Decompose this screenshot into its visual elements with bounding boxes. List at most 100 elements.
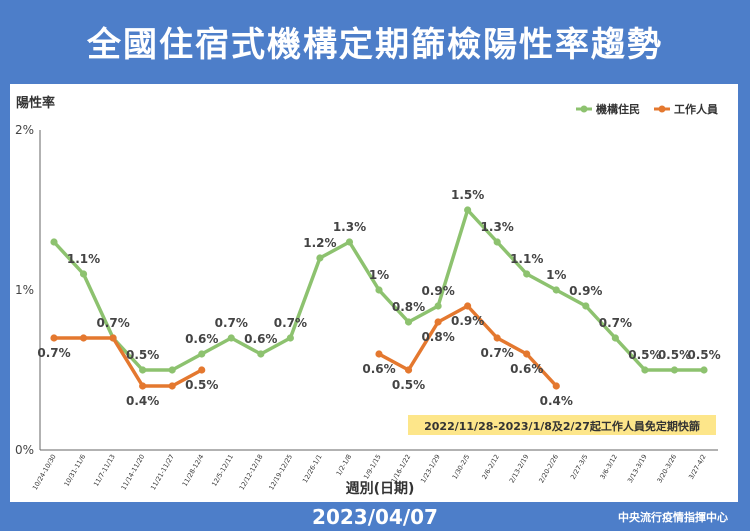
data-label: 0.7% (481, 346, 514, 360)
data-label: 0.7% (96, 316, 129, 330)
series-line (52, 336, 204, 388)
x-tick-label: 1/30-2/5 (451, 453, 472, 481)
y-tick-label: 0% (15, 443, 34, 457)
data-point (611, 334, 619, 342)
data-point (227, 334, 235, 342)
x-tick-label: 1/2-1/8 (335, 453, 354, 477)
data-point (109, 334, 117, 342)
data-point (523, 270, 531, 278)
x-tick-label: 3/6-3/12 (598, 453, 619, 481)
data-label: 0.5% (658, 348, 691, 362)
data-point (375, 286, 383, 294)
data-label: 0.6% (510, 362, 543, 376)
data-label: 0.6% (185, 332, 218, 346)
x-tick-label: 11/21-11/27 (149, 453, 176, 491)
y-axis-label: 陽性率 (16, 95, 55, 111)
data-label: 0.5% (392, 378, 425, 392)
x-tick-label: 12/5-12/11 (210, 453, 235, 488)
legend: 機構住民 工作人員 (576, 102, 718, 116)
line-chart: 陽性率 0% 1% 2% 10/24-10/30 10/31-11/6 11/7-11/1… (15, 95, 721, 497)
data-point (552, 286, 560, 294)
data-label: 0.6% (362, 362, 395, 376)
x-tick-label: 2/6-2/12 (480, 453, 501, 481)
data-point (286, 334, 294, 342)
data-point (464, 206, 472, 214)
x-tick-label: 1/23-1/29 (419, 453, 442, 484)
data-label: 1% (546, 268, 566, 282)
data-point (198, 366, 206, 374)
data-label: 0.5% (185, 378, 218, 392)
data-label: 0.5% (687, 348, 720, 362)
data-label: 0.9% (421, 284, 454, 298)
data-point (700, 366, 708, 374)
data-label: 0.4% (126, 394, 159, 408)
data-label: 1% (369, 268, 389, 282)
x-tick-label: 3/27-4/2 (687, 453, 708, 481)
x-tick-label: 12/26-1/1 (301, 453, 324, 484)
title-bar: 全國住宿式機構定期篩檢陽性率趨勢 (0, 0, 750, 82)
series-lines: 1.1%0.7%0.5%0.6%0.7%0.6%0.7%1.2%1.3%1%0.… (37, 188, 720, 408)
data-label: 0.7% (215, 316, 248, 330)
data-point (168, 366, 176, 374)
data-point (641, 366, 649, 374)
legend-marker (580, 105, 588, 113)
data-point (552, 382, 560, 390)
data-label: 0.9% (451, 314, 484, 328)
data-label: 0.4% (540, 394, 573, 408)
x-tick-label: 2/27-3/5 (569, 453, 590, 481)
data-point (434, 318, 442, 326)
data-label: 1.3% (481, 220, 514, 234)
data-label: 0.8% (421, 330, 454, 344)
data-point (493, 238, 501, 246)
y-tick-label: 2% (15, 123, 34, 137)
data-point (493, 334, 501, 342)
legend-entry: 機構住民 (596, 102, 640, 116)
page-title: 全國住宿式機構定期篩檢陽性率趨勢 (87, 24, 663, 65)
data-point (50, 238, 58, 246)
x-tick-label: 11/14-11/20 (120, 453, 147, 491)
footer-date: 2023/04/07 (312, 505, 438, 529)
data-point (345, 238, 354, 246)
y-tick-label: 1% (15, 283, 34, 297)
data-point (168, 382, 176, 390)
x-tick-label: 1/16-1/22 (390, 453, 413, 484)
chart-panel: 陽性率 0% 1% 2% 10/24-10/30 10/31-11/6 11/7-11/1… (10, 84, 738, 502)
footer: 2023/04/07 中央流行疫情指揮中心 (0, 502, 750, 531)
x-tick-label: 2/20-2/26 (537, 453, 560, 484)
data-label: 1.1% (67, 252, 100, 266)
legend-marker (658, 105, 666, 113)
x-tick-label: 11/7-11/13 (92, 453, 117, 488)
data-label: 1.3% (333, 220, 366, 234)
data-point (316, 254, 324, 262)
data-point (582, 302, 590, 310)
data-label: 0.5% (628, 348, 661, 362)
x-tick-label: 3/20-3/26 (655, 453, 678, 484)
data-point (139, 382, 147, 390)
data-label: 0.7% (274, 316, 307, 330)
data-point (404, 318, 413, 326)
data-point (79, 270, 88, 278)
data-label: 1.5% (451, 188, 484, 202)
annotation-text: 2022/11/28-2023/1/8及2/27起工作人員免定期快篩 (424, 419, 700, 433)
data-label: 0.5% (126, 348, 159, 362)
x-tick-label: 12/19-12/25 (267, 453, 294, 491)
annotation-background (408, 415, 716, 435)
data-label: 0.8% (392, 300, 425, 314)
x-tick-label: 12/12-12/18 (238, 453, 265, 491)
data-point (670, 366, 679, 374)
data-label: 0.9% (569, 284, 602, 298)
x-tick-label: 10/31-11/6 (63, 453, 88, 488)
data-point (434, 302, 442, 310)
data-label: 0.7% (599, 316, 632, 330)
data-point (257, 350, 265, 358)
x-tick-label: 3/13-3/19 (626, 453, 649, 484)
data-point (464, 302, 472, 310)
data-label: 1.2% (303, 236, 336, 250)
data-point (139, 366, 147, 374)
x-tick-label: 1/9-1/15 (362, 453, 383, 481)
x-tick-label: 2/13-2/19 (508, 453, 531, 484)
x-axis-label: 週別(日期) (346, 481, 415, 497)
data-label: 0.6% (244, 332, 277, 346)
legend-entry: 工作人員 (674, 102, 718, 116)
data-point (404, 366, 413, 374)
